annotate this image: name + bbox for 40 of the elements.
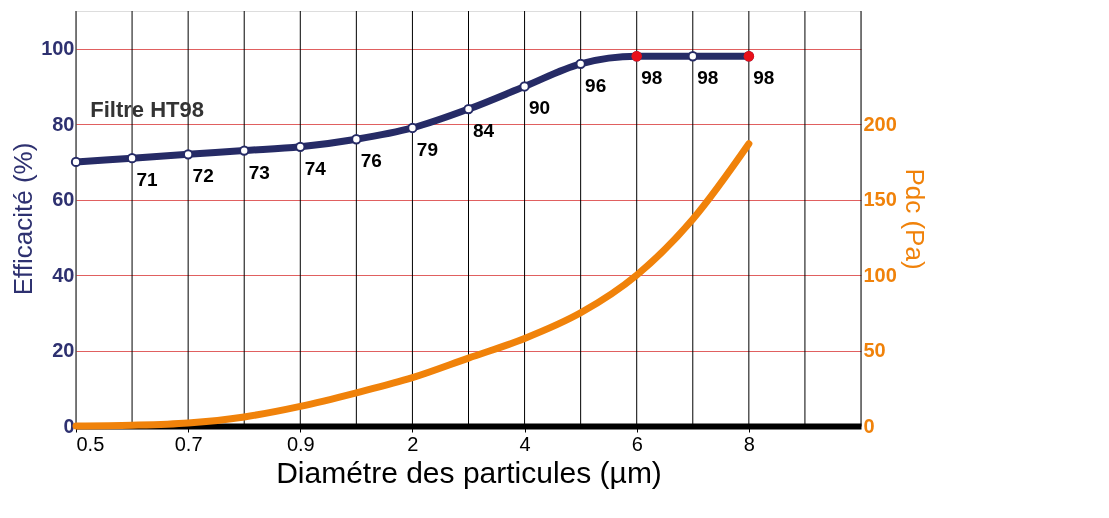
data-label: 71 (136, 169, 159, 191)
data-label: 74 (304, 157, 327, 179)
data-label: 76 (360, 150, 382, 172)
point (351, 134, 362, 145)
x-tick-label: 8 (743, 432, 755, 455)
x-axis-title: Diamétre des particules (µm) (276, 455, 662, 489)
point (407, 122, 418, 134)
y2-tick-label: 50 (863, 339, 886, 362)
data-label: 90 (529, 97, 551, 119)
data-label: 96 (585, 74, 607, 96)
y2-tick-label: 100 (863, 263, 897, 286)
data-label: 79 (416, 138, 438, 160)
x-tick-label: 4 (519, 432, 531, 455)
y-tick-label: 80 (52, 112, 75, 135)
data-label: 98 (753, 67, 775, 89)
data-label: 73 (248, 161, 270, 183)
x-tick-label: 0.5 (76, 432, 105, 455)
point (687, 51, 698, 62)
data-label: 98 (641, 67, 663, 89)
x-tick-label: 0.9 (286, 432, 315, 455)
y2-tick-label: 150 (863, 188, 897, 211)
data-label: 84 (472, 120, 495, 142)
y-tick-label: 20 (52, 339, 75, 362)
x-tick-label: 2 (407, 432, 419, 455)
y-tick-label: 100 (41, 37, 75, 60)
point (575, 58, 586, 69)
x-tick-label: 0.7 (174, 432, 203, 455)
y2-tick-label: 200 (863, 112, 897, 135)
y-tick-label: 40 (52, 263, 75, 286)
y2-tick-label: 0 (863, 414, 875, 437)
data-label: 98 (697, 67, 719, 89)
data-label: 72 (192, 165, 214, 187)
y2-axis-title: Pdc (Pa) (899, 168, 930, 270)
y-tick-label: 60 (52, 188, 75, 211)
point (519, 81, 530, 92)
point (295, 141, 306, 152)
x-tick-label: 6 (631, 432, 643, 455)
point (239, 145, 250, 156)
point (463, 103, 474, 115)
y-axis-title: Efficacité (%) (8, 142, 39, 296)
